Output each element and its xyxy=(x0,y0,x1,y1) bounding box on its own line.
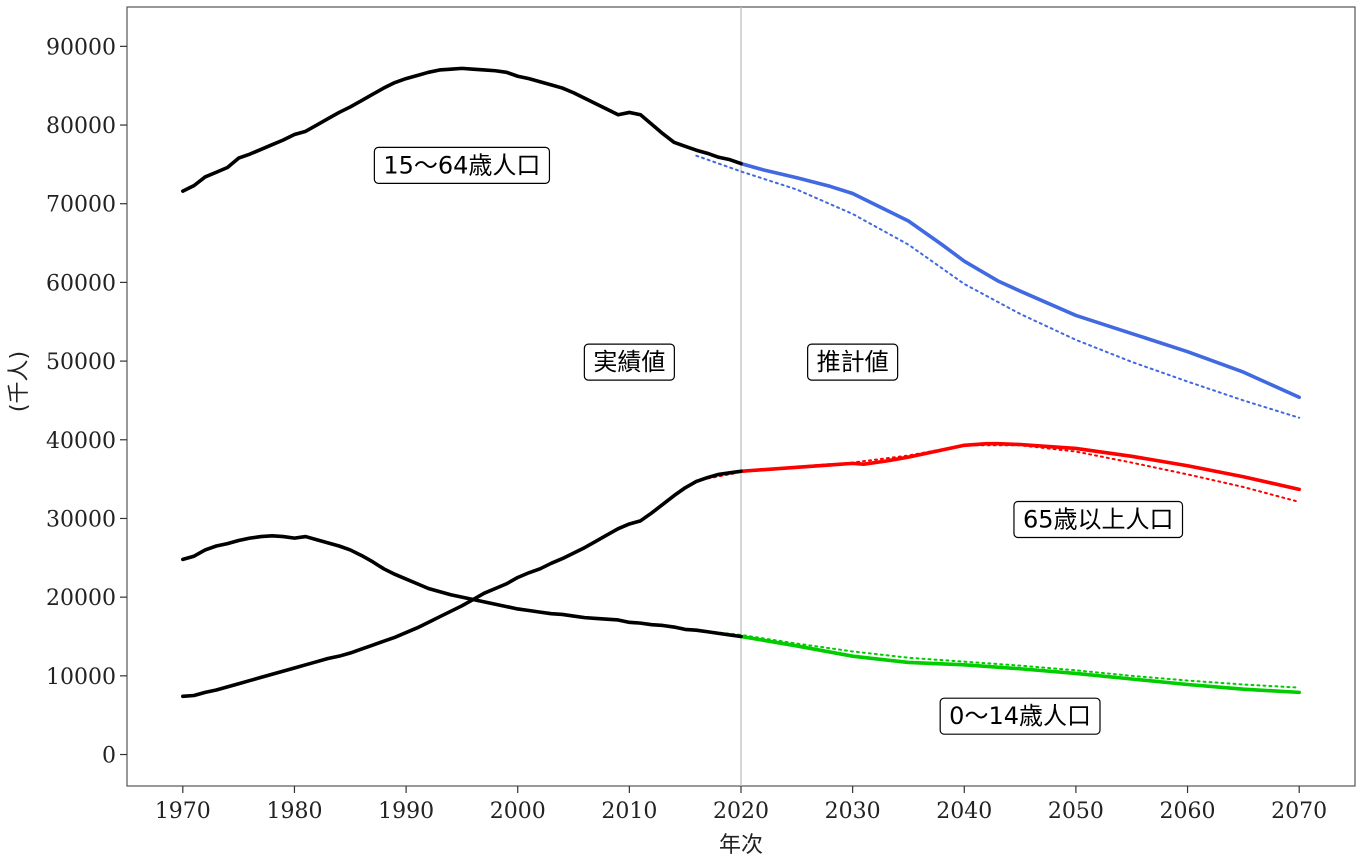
annotation-text: 実績値 xyxy=(593,348,665,376)
y-axis: 0 10000 20000 30000 40000 50000 60000 70000 8000… xyxy=(46,35,127,769)
x-tick-label: 1970 xyxy=(155,799,211,824)
x-tick-label: 2010 xyxy=(601,799,657,824)
annotation-text: 0〜14歳人口 xyxy=(949,702,1091,730)
x-axis-title: 年次 xyxy=(719,833,763,858)
x-tick-label: 2060 xyxy=(1160,799,1216,824)
x-tick-label: 2070 xyxy=(1271,799,1327,824)
y-axis-title: (千人) xyxy=(7,351,32,412)
series-layer xyxy=(181,66,1301,699)
x-tick-label: 1990 xyxy=(378,799,434,824)
y-tick-label: 40000 xyxy=(46,429,116,454)
x-tick-label: 2050 xyxy=(1048,799,1104,824)
x-tick-label: 2000 xyxy=(490,799,546,824)
projection-label-annotation: 推計値 xyxy=(807,343,899,381)
children-projection-alt-line xyxy=(695,629,1301,689)
annotation-text: 65歳以上人口 xyxy=(1023,505,1174,533)
annotation-box xyxy=(939,697,1101,735)
children-label-annotation: 0〜14歳人口 xyxy=(939,697,1101,735)
working-age-label-annotation: 15〜64歳人口 xyxy=(373,146,551,184)
annotation-text: 推計値 xyxy=(817,348,889,376)
y-tick-label: 20000 xyxy=(46,586,116,611)
working_age-projection-line xyxy=(739,161,1301,400)
x-axis: 1970 1980 1990 2000 2010 2020 2030 2040 2050 2060… xyxy=(155,786,1327,824)
x-tick-label: 2020 xyxy=(713,799,769,824)
y-tick-label: 50000 xyxy=(46,350,116,375)
working_age-projection-alt-line xyxy=(695,154,1301,419)
x-tick-label: 2040 xyxy=(936,799,992,824)
y-tick-label: 70000 xyxy=(46,193,116,218)
y-tick-label: 10000 xyxy=(46,665,116,690)
annotation-box xyxy=(373,146,551,184)
annotation-box xyxy=(583,343,675,381)
elderly-projection-line xyxy=(739,441,1301,492)
annotation-box xyxy=(1013,500,1184,539)
y-tick-label: 80000 xyxy=(46,114,116,139)
elderly-label-annotation: 65歳以上人口 xyxy=(1013,500,1184,539)
x-tick-label: 1980 xyxy=(266,799,322,824)
x-tick-label: 2030 xyxy=(825,799,881,824)
annotation-text: 15〜64歳人口 xyxy=(383,151,540,179)
y-tick-label: 30000 xyxy=(46,507,116,532)
working_age-actual-line xyxy=(181,66,743,193)
y-tick-label: 90000 xyxy=(46,35,116,60)
annotation-box xyxy=(807,343,899,381)
children-actual-line xyxy=(181,533,743,639)
elderly-projection-alt-line xyxy=(695,444,1301,503)
elderly-actual-line xyxy=(181,469,743,699)
y-tick-label: 0 xyxy=(102,744,116,769)
actual-label-annotation: 実績値 xyxy=(583,343,675,381)
y-tick-label: 60000 xyxy=(46,271,116,296)
children-projection-line xyxy=(739,634,1301,695)
